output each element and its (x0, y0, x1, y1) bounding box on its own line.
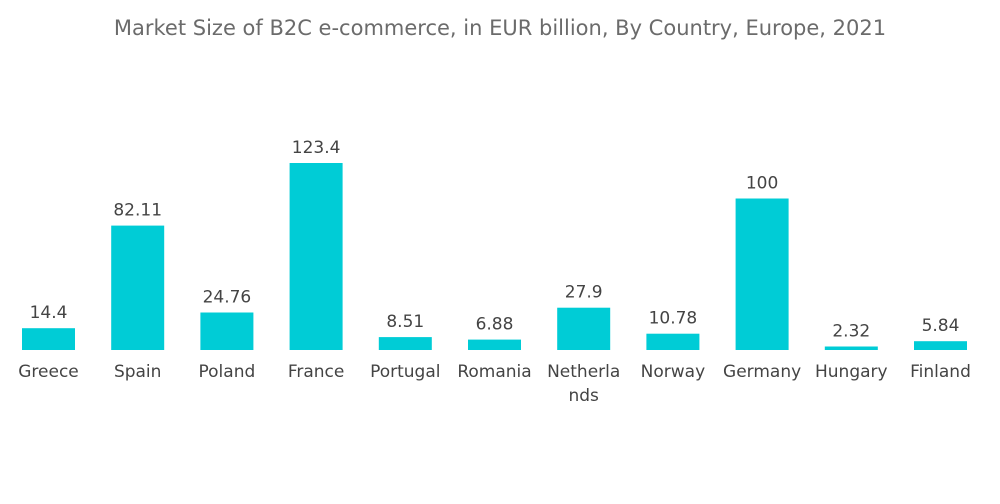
bar-netherlands (557, 307, 611, 350)
value-label-spain: 82.11 (113, 201, 162, 221)
category-label-norway: Norway (641, 362, 706, 382)
bar-finland (914, 341, 967, 350)
bar-greece (22, 328, 75, 350)
value-label-poland: 24.76 (203, 288, 252, 308)
category-label-spain: Spain (114, 362, 162, 382)
value-label-france: 123.4 (292, 138, 341, 158)
category-label-portugal: Portugal (370, 362, 440, 382)
bar-spain (111, 225, 165, 350)
bar-portugal (378, 337, 432, 350)
value-label-netherlands: 27.9 (565, 283, 603, 303)
bar-france (289, 163, 343, 350)
category-labels-group: Greece Spain Poland France Portugal Romania Ne… (18, 362, 971, 406)
category-label-hungary: Hungary (815, 362, 888, 382)
category-label-poland: Poland (199, 362, 256, 382)
category-label-romania: Romania (457, 362, 531, 382)
category-label-france: France (288, 362, 345, 382)
category-label-greece: Greece (18, 362, 79, 382)
bar-hungary (824, 346, 878, 350)
value-label-germany: 100 (746, 174, 778, 194)
bar-poland (200, 312, 254, 350)
bar-norway (646, 333, 700, 350)
category-label-germany: Germany (723, 362, 801, 382)
bar-romania (468, 339, 521, 350)
bar-germany (735, 198, 789, 350)
value-label-romania: 6.88 (476, 315, 514, 335)
value-label-finland: 5.84 (922, 316, 960, 336)
value-label-greece: 14.4 (30, 303, 68, 323)
chart-title: Market Size of B2C e-commerce, in EUR bi… (113, 16, 887, 40)
value-labels-group: 14.4 82.11 24.76 123.4 8.51 6.88 27.9 10.78 100 2… (30, 138, 960, 342)
value-label-hungary: 2.32 (832, 322, 870, 342)
category-label-netherlands: Netherla nds (547, 362, 620, 406)
value-label-portugal: 8.51 (386, 312, 424, 332)
bars-group (22, 163, 967, 350)
value-label-norway: 10.78 (649, 309, 698, 329)
category-label-finland: Finland (910, 362, 971, 382)
